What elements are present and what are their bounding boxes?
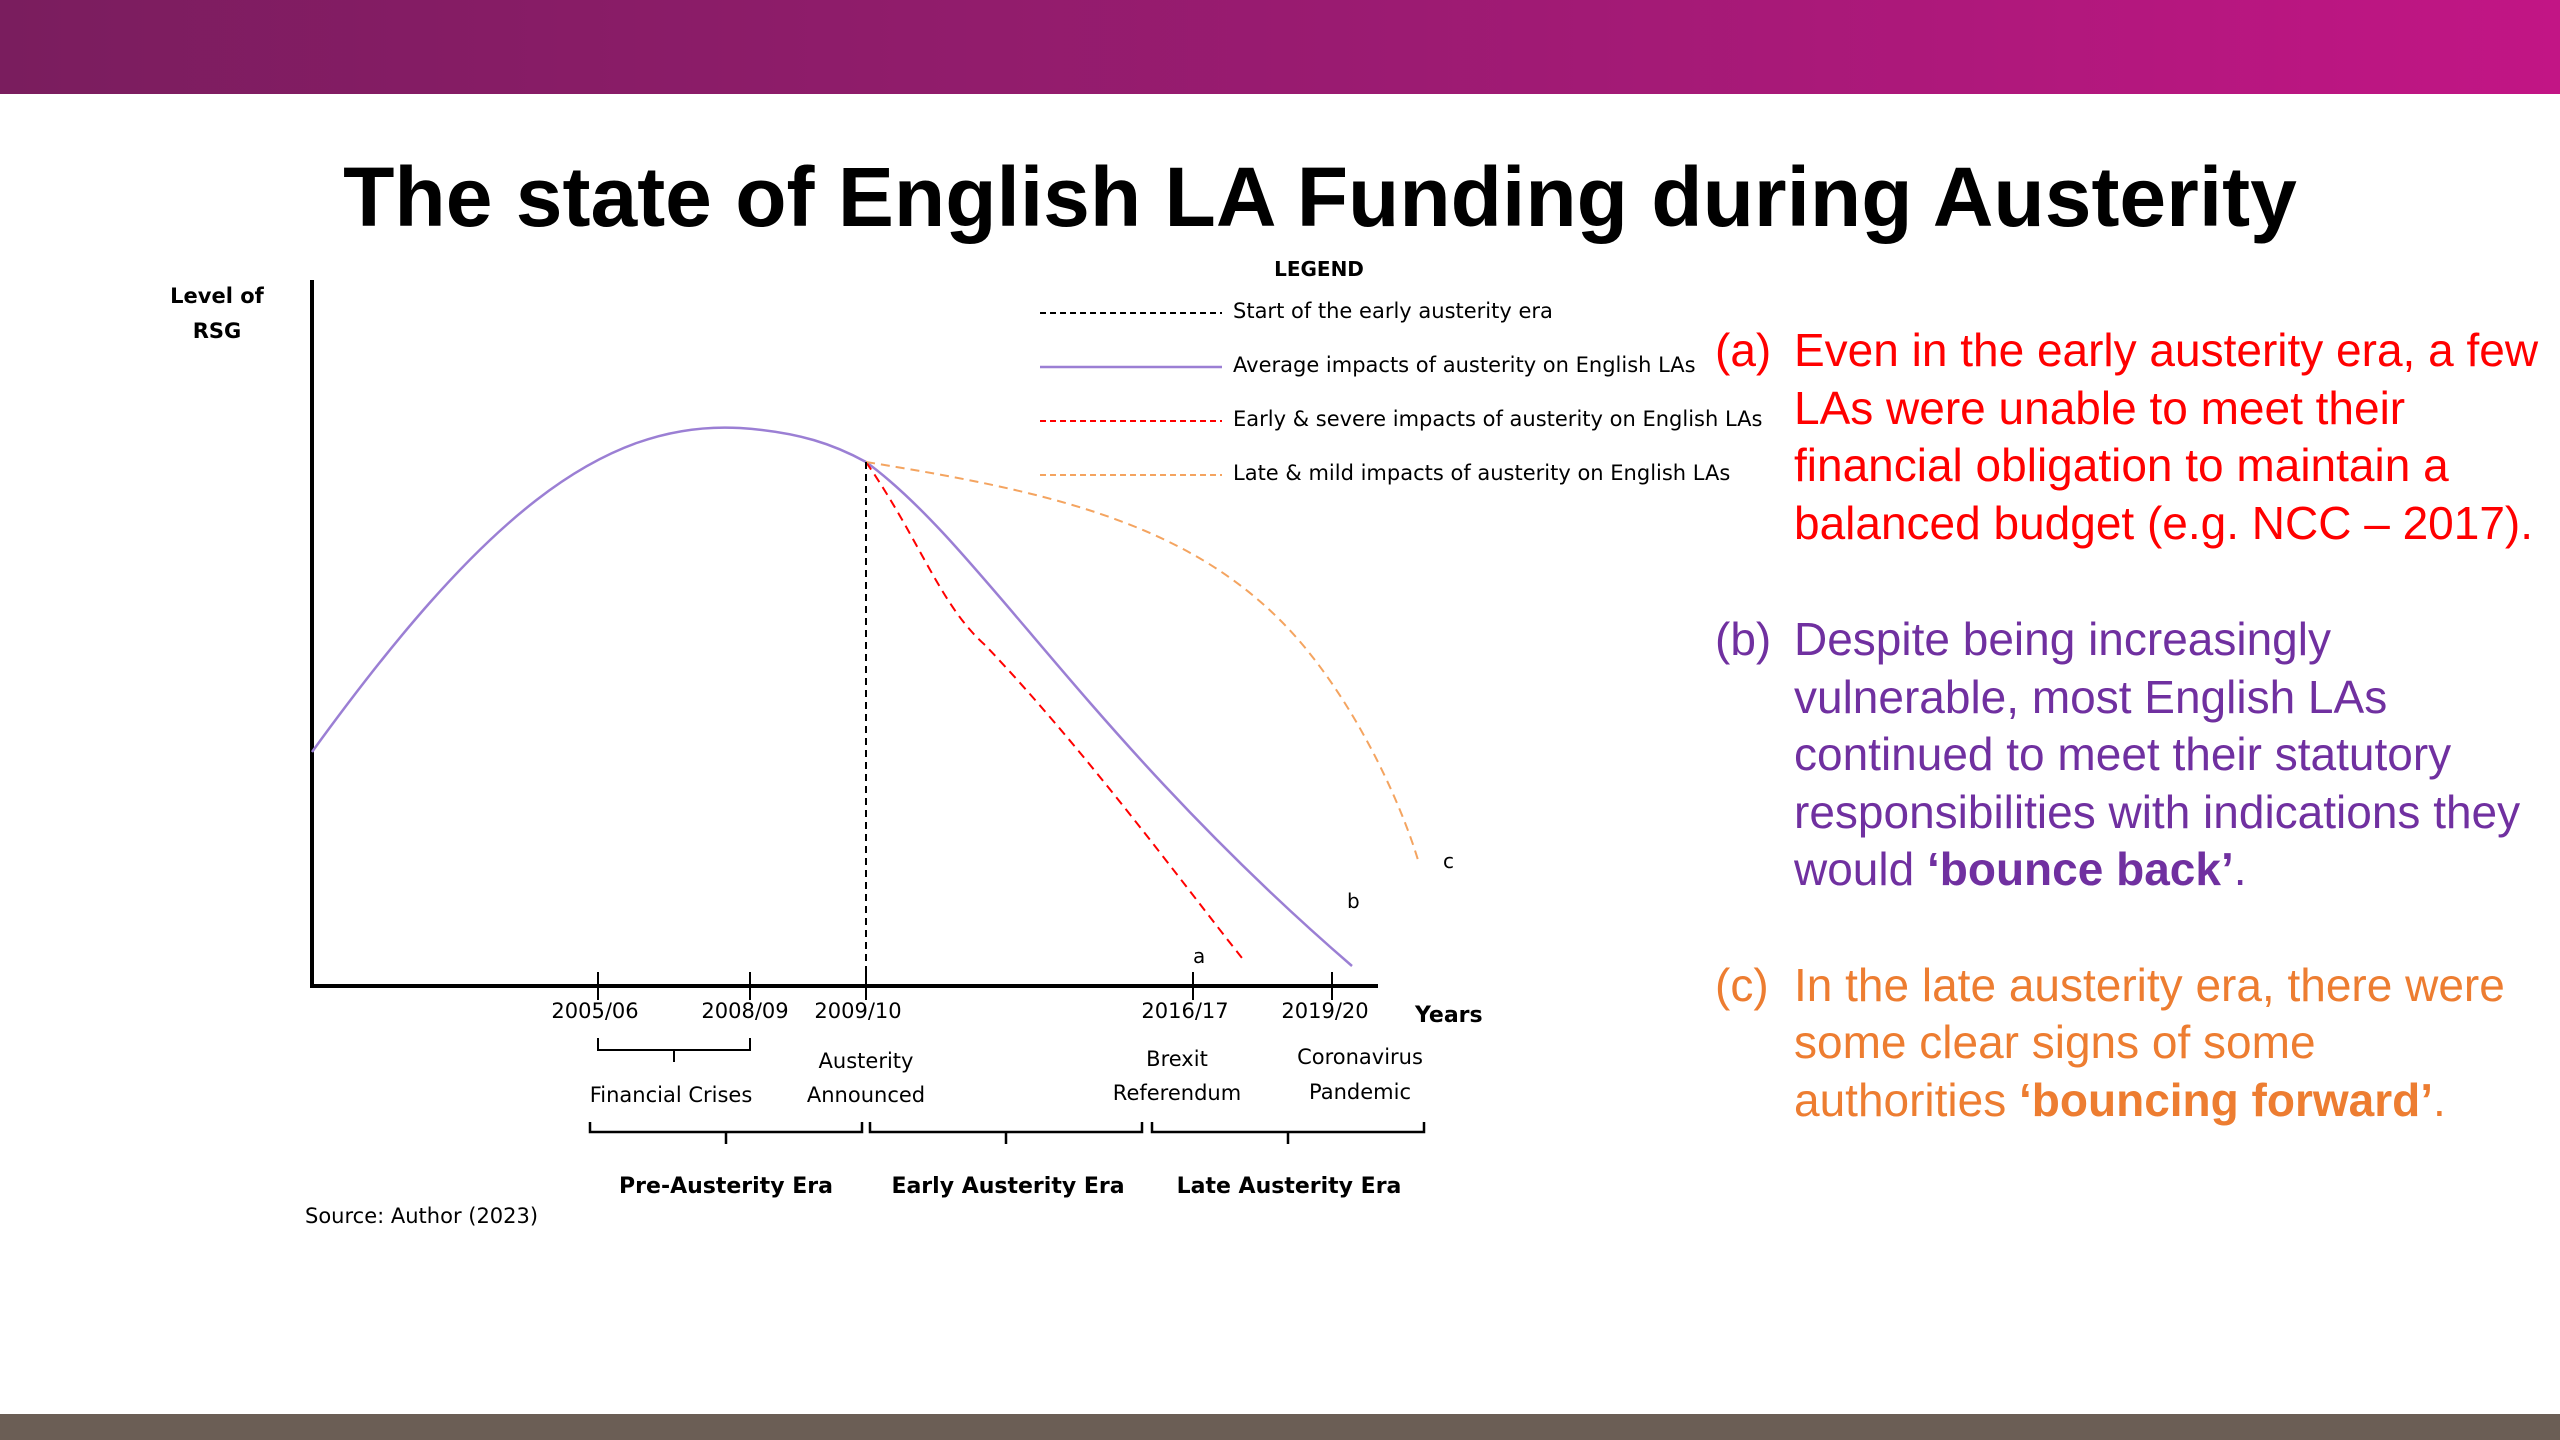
note-c-end: . xyxy=(2433,1073,2446,1126)
curve-label-a: a xyxy=(1193,944,1205,968)
y-axis-label-line1: Level of xyxy=(170,284,264,308)
explanatory-notes: (a) Even in the early austerity era, a fe… xyxy=(1710,322,2540,1129)
note-c: (c) In the late austerity era, there were… xyxy=(1710,957,2540,1130)
average-impact-curve xyxy=(310,426,1353,967)
tick-label: 2008/09 xyxy=(701,999,788,1023)
note-b-letter: (b) xyxy=(1715,613,1772,665)
note-a-letter: (a) xyxy=(1715,324,1772,376)
slide-title: The state of English LA Funding during A… xyxy=(343,150,2297,244)
legend-label-late-mild: Late & mild impacts of austerity on Engl… xyxy=(1233,461,1730,485)
event-brexit-line1: Brexit xyxy=(1146,1047,1208,1071)
note-b-text: Despite being increasingly vulnerable, m… xyxy=(1794,613,2521,895)
event-financial-crises: Financial Crises xyxy=(590,1083,753,1107)
note-b-end: . xyxy=(2233,843,2247,895)
event-brexit-line2: Referendum xyxy=(1113,1081,1241,1105)
legend-label-early-severe: Early & severe impacts of austerity on E… xyxy=(1233,407,1762,431)
late-austerity-era-bracket xyxy=(1150,1122,1426,1144)
event-austerity-line2: Announced xyxy=(807,1083,925,1107)
legend-title: LEGEND xyxy=(1274,257,1364,281)
note-b-emphasis: ‘bounce back’ xyxy=(1926,843,2234,895)
early-austerity-era-bracket xyxy=(868,1122,1144,1144)
note-a-text: Even in the early austerity era, a few L… xyxy=(1794,324,2539,549)
financial-crises-bracket xyxy=(597,1038,751,1062)
event-covid-line2: Pandemic xyxy=(1309,1080,1411,1104)
era-label-pre-austerity: Pre-Austerity Era xyxy=(619,1174,833,1199)
event-austerity-line1: Austerity xyxy=(819,1049,914,1073)
era-label-early-austerity: Early Austerity Era xyxy=(891,1174,1124,1199)
note-c-letter: (c) xyxy=(1715,958,1769,1011)
source-note: Source: Author (2023) xyxy=(305,1204,538,1228)
late-mild-impact-curve xyxy=(865,461,1419,861)
note-c-text: In the late austerity era, there were so… xyxy=(1794,958,2505,1126)
curve-label-c: c xyxy=(1443,849,1454,873)
note-b: (b) Despite being increasingly vulnerable… xyxy=(1710,611,2540,899)
footer-bar xyxy=(0,1414,2560,1440)
early-severe-impact-curve xyxy=(865,461,1243,959)
tick-label: 2009/10 xyxy=(814,999,901,1023)
x-axis-label: Years xyxy=(1414,1003,1483,1028)
tick-label: 2005/06 xyxy=(551,999,638,1023)
era-label-late-austerity: Late Austerity Era xyxy=(1177,1174,1402,1199)
legend-label-average: Average impacts of austerity on English … xyxy=(1233,353,1696,377)
header-bar xyxy=(0,0,2560,94)
event-covid-line1: Coronavirus xyxy=(1297,1045,1423,1069)
note-c-emphasis: ‘bouncing forward’ xyxy=(2019,1073,2433,1126)
legend-label-start: Start of the early austerity era xyxy=(1233,299,1553,323)
curve-label-b: b xyxy=(1347,889,1360,913)
note-a: (a) Even in the early austerity era, a fe… xyxy=(1710,322,2540,552)
tick-label: 2019/20 xyxy=(1281,999,1368,1023)
y-axis-label-line2: RSG xyxy=(193,319,242,343)
tick-label: 2016/17 xyxy=(1141,999,1228,1023)
pre-austerity-era-bracket xyxy=(588,1122,864,1144)
